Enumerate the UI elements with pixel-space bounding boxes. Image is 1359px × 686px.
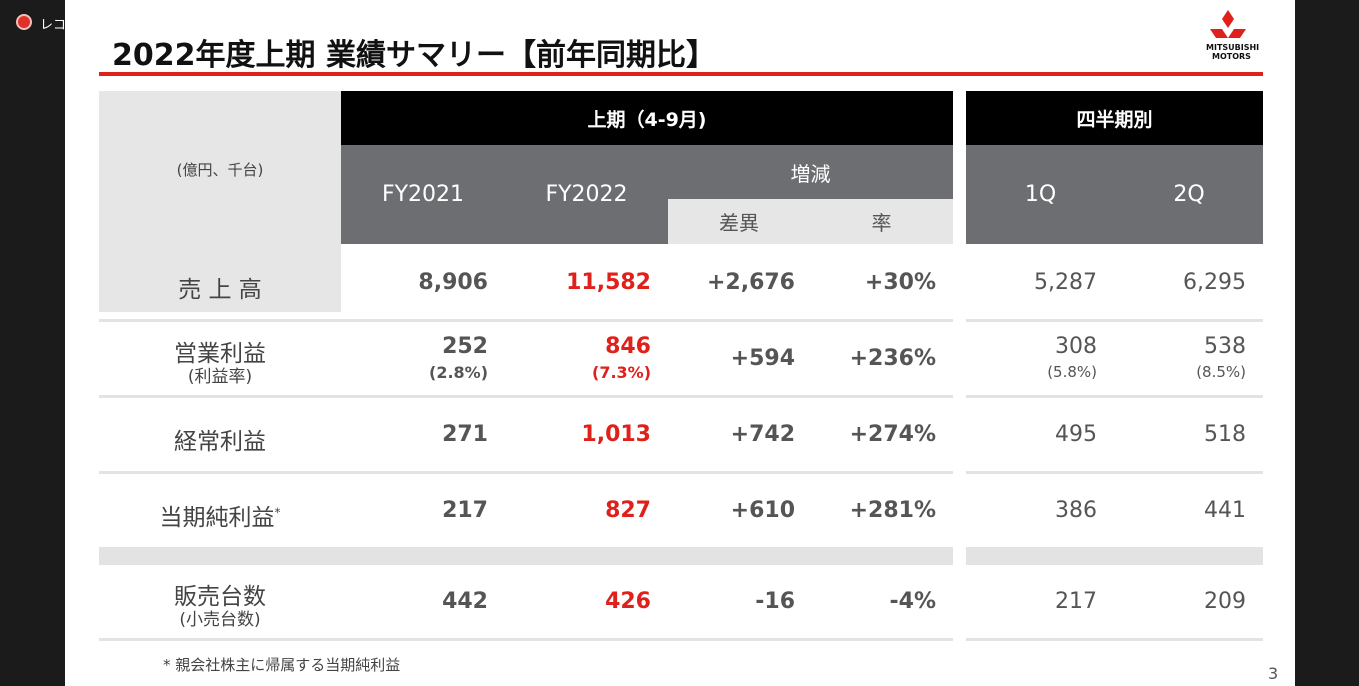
footnote: * 親会社株主に帰属する当期純利益 xyxy=(163,656,401,674)
cell-value: 217 xyxy=(442,498,488,523)
cell-value: 209 xyxy=(1204,589,1246,614)
cell-value: +30% xyxy=(864,270,936,295)
cell-value: 441 xyxy=(1204,498,1246,523)
col-header: 率 xyxy=(810,199,953,244)
cell-value: 308 xyxy=(1055,334,1097,359)
col-header: FY2022 xyxy=(505,145,668,244)
row-rule xyxy=(99,395,953,398)
row-rule xyxy=(966,471,1263,474)
cell-value: 217 xyxy=(1055,589,1097,614)
page-number: 3 xyxy=(1268,664,1279,683)
row-sublabel: (利益率) xyxy=(187,367,253,387)
group-header: 上期（4-9月) xyxy=(341,91,953,145)
row-label: 営業利益 xyxy=(174,341,266,367)
cell-subvalue: (8.5%) xyxy=(1196,363,1246,381)
col-header: FY2021 xyxy=(341,145,505,244)
cell-value: 442 xyxy=(442,589,488,614)
cell-value: -4% xyxy=(889,589,936,614)
cell-value: 271 xyxy=(442,422,488,447)
cell-value: 538 xyxy=(1204,334,1246,359)
cell-value: +742 xyxy=(730,422,795,447)
section-band xyxy=(99,547,953,565)
cell-value: +281% xyxy=(849,498,936,523)
cell-value: -16 xyxy=(755,589,795,614)
row-sublabel: (小売台数) xyxy=(179,610,261,630)
col-header: 差異 xyxy=(668,199,810,244)
row-rule xyxy=(99,319,953,322)
logo-mark xyxy=(1210,10,1246,38)
row-label: 当期純利益* xyxy=(159,505,281,531)
cell-value: 827 xyxy=(605,498,651,523)
section-band xyxy=(966,547,1263,565)
rec-icon xyxy=(16,14,32,30)
row-rule xyxy=(966,319,1263,322)
cell-value: +594 xyxy=(730,346,795,371)
cell-value: 518 xyxy=(1204,422,1246,447)
logo-text: MOTORS xyxy=(1212,52,1251,61)
row-label: 売 上 高 xyxy=(178,277,262,303)
row-rule xyxy=(99,638,953,641)
row-label: 販売台数 xyxy=(174,584,266,610)
cell-value: 6,295 xyxy=(1183,270,1246,295)
cell-value: +274% xyxy=(849,422,936,447)
cell-value: 846 xyxy=(605,334,651,359)
note-mark: * xyxy=(274,505,281,520)
cell-value: 386 xyxy=(1055,498,1097,523)
logo-text: MITSUBISHI xyxy=(1206,43,1260,52)
cell-value: +610 xyxy=(730,498,795,523)
col-header: 2Q xyxy=(1115,145,1263,244)
cell-value: 11,582 xyxy=(566,270,651,295)
row-rule xyxy=(966,638,1263,641)
unit-cell: (億円、千台) xyxy=(99,91,341,312)
cell-value: 8,906 xyxy=(418,270,488,295)
cell-value: +236% xyxy=(849,346,936,371)
slide-title: 2022年度上期 業績サマリー【前年同期比】 xyxy=(112,38,716,73)
row-rule xyxy=(99,471,953,474)
cell-subvalue: (7.3%) xyxy=(592,363,651,382)
row-rule xyxy=(966,395,1263,398)
rec-label: レコ xyxy=(40,18,67,33)
col-header: 1Q xyxy=(966,145,1115,244)
title-rule xyxy=(99,72,1263,76)
cell-subvalue: (5.8%) xyxy=(1047,363,1097,381)
cell-subvalue: (2.8%) xyxy=(429,363,488,382)
row-label: 経常利益 xyxy=(174,429,266,455)
cell-value: 495 xyxy=(1055,422,1097,447)
col-header: 増減 xyxy=(668,145,953,199)
cell-value: 426 xyxy=(605,589,651,614)
cell-value: 5,287 xyxy=(1034,270,1097,295)
cell-value: 1,013 xyxy=(581,422,651,447)
cell-value: +2,676 xyxy=(706,270,795,295)
cell-value: 252 xyxy=(442,334,488,359)
group-header: 四半期別 xyxy=(966,91,1263,145)
